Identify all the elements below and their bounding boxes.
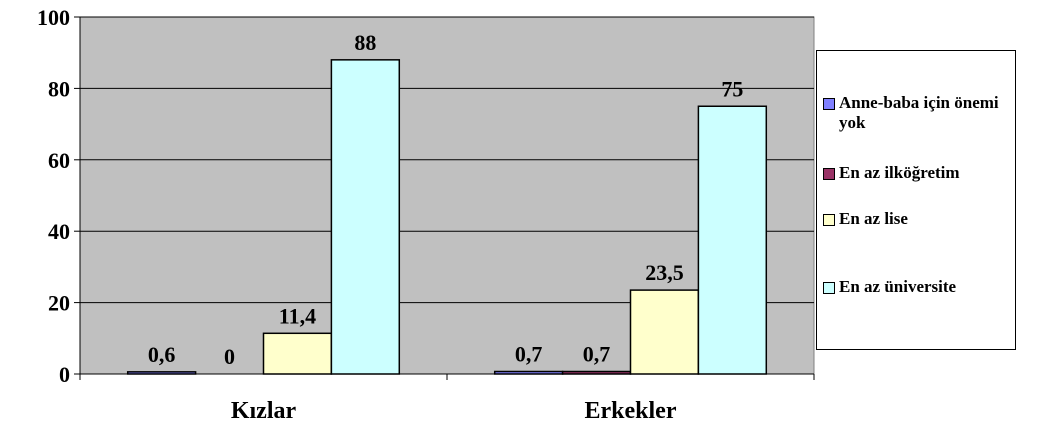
y-tick-label: 60 <box>48 148 70 173</box>
legend-item: En az üniversite <box>823 277 1013 297</box>
data-label: 75 <box>721 76 743 101</box>
data-label: 0,7 <box>515 342 543 367</box>
data-labels: 0,6 0 11,4 88 0,7 0,7 23,5 75 <box>148 30 743 369</box>
legend-label: En az ilköğretim <box>839 163 960 182</box>
legend-label: En az üniversite <box>839 277 957 296</box>
bar <box>629 289 700 375</box>
data-label: 11,4 <box>279 303 316 328</box>
data-label: 0,6 <box>148 342 176 367</box>
y-tick-label: 100 <box>37 5 70 30</box>
legend: Anne-baba için önemi yok En az ilköğreti… <box>816 50 1016 350</box>
data-label: 0,7 <box>583 342 611 367</box>
bars <box>126 59 768 375</box>
legend-label: En az lise <box>839 209 908 228</box>
y-tick-label: 80 <box>48 76 70 101</box>
data-label: 88 <box>354 30 376 55</box>
legend-swatch <box>823 98 835 110</box>
x-category-labels: Kızlar Erkekler <box>231 398 677 424</box>
bar <box>697 105 768 375</box>
y-tick-label: 0 <box>59 362 70 387</box>
legend-item: En az ilköğretim <box>823 163 1013 183</box>
legend-swatch <box>823 168 835 180</box>
data-label: 23,5 <box>645 260 684 285</box>
y-tick-label: 40 <box>48 219 70 244</box>
axes <box>74 16 815 380</box>
legend-swatch <box>823 282 835 294</box>
bar <box>330 59 401 375</box>
y-tick-label: 20 <box>48 291 70 316</box>
legend-label: Anne-baba için önemi yok <box>839 93 999 132</box>
legend-item: Anne-baba için önemi yok <box>823 93 1013 133</box>
legend-item: En az lise <box>823 209 1013 229</box>
bar <box>262 332 333 375</box>
data-label: 0 <box>224 344 235 369</box>
x-category-label: Kızlar <box>231 398 297 424</box>
legend-swatch <box>823 214 835 226</box>
y-tick-labels: 0 20 40 60 80 100 <box>37 5 70 387</box>
x-category-label: Erkekler <box>585 398 677 424</box>
